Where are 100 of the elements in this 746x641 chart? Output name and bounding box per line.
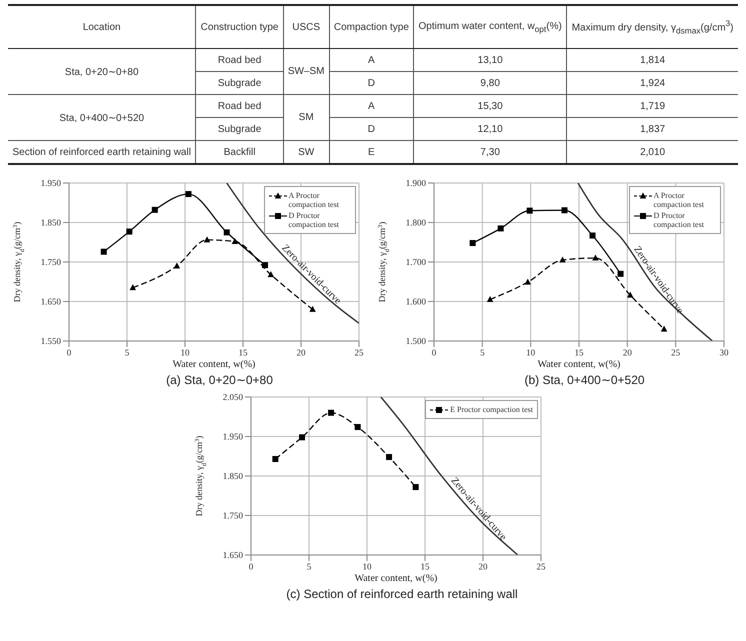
- x-tick-label: 10: [180, 347, 190, 358]
- y-tick-label: 1.550: [40, 336, 61, 346]
- y-tick-label: 1.850: [40, 218, 61, 228]
- category-label: USCS: [283, 5, 330, 48]
- point: [223, 229, 230, 236]
- y-tick-label: 1.700: [405, 257, 426, 268]
- x-tick-label: 20: [478, 561, 488, 572]
- point: [660, 326, 667, 332]
- text: 1,719: [640, 100, 666, 112]
- point: [486, 296, 493, 302]
- text: (a) Sta, 0+20∼0+80: [165, 373, 274, 387]
- x-tick-label: 25: [670, 347, 680, 358]
- category-label: Location: [8, 5, 196, 48]
- y-tick-label: 1.650: [40, 296, 61, 307]
- text: Sta, 0+20∼0+80: [64, 66, 139, 78]
- point: [526, 208, 532, 214]
- text: Road bed: [218, 54, 262, 66]
- point: [617, 270, 624, 277]
- point: [203, 236, 210, 242]
- x-tick-label: 25: [354, 347, 364, 358]
- x-tick-label: 0: [248, 561, 254, 572]
- point: [262, 262, 268, 268]
- text: A: [368, 54, 375, 66]
- legend-label: A Proctor compaction test: [654, 191, 705, 209]
- category-label: Optimum water content, w$_{opt}$(%): [414, 5, 567, 48]
- category-label: Compaction type: [329, 5, 414, 48]
- text: A: [368, 100, 375, 112]
- point: [497, 225, 504, 232]
- text: D: [368, 78, 375, 88]
- y-tick-label: 1.950: [40, 178, 61, 188]
- category-label: Maximum dry density, γ$_{dsmax}$(g/cm$^{3}$): [566, 5, 738, 48]
- point: [299, 434, 306, 440]
- point: [184, 191, 191, 198]
- text: 12,10: [478, 124, 503, 134]
- text: 15,30: [478, 100, 503, 112]
- x-tick-label: 15: [574, 347, 584, 358]
- x-axis-title: Water content, w(%): [537, 359, 620, 370]
- text: Backfill: [224, 146, 256, 158]
- point: [328, 410, 334, 416]
- point: [589, 232, 596, 239]
- y-tick-label: 2.050: [222, 392, 244, 402]
- text: Subgrade: [218, 78, 262, 88]
- y-tick-label: 1.750: [222, 510, 244, 521]
- point: [173, 262, 180, 268]
- x-axis-title: Water content, w(%): [172, 359, 255, 370]
- line-series: [226, 183, 358, 324]
- x-tick-label: 30: [719, 347, 728, 358]
- x-tick-label: 25: [536, 561, 546, 572]
- category-label: Construction type: [196, 5, 284, 48]
- y-tick-label: 1.800: [405, 218, 426, 228]
- y-tick-label: 1.850: [222, 471, 244, 482]
- point: [561, 207, 567, 214]
- point: [231, 238, 238, 244]
- text: 1,924: [640, 78, 666, 88]
- line-series: [380, 397, 518, 555]
- point: [100, 248, 106, 255]
- text: SW: [298, 146, 314, 158]
- legend-label: D Proctor compaction test: [288, 211, 340, 229]
- point: [386, 454, 392, 460]
- point: [354, 424, 361, 430]
- y-tick-label: 1.900: [405, 178, 426, 188]
- text: 1,814: [640, 54, 666, 66]
- text: Sta, 0+400∼0+520: [59, 112, 144, 124]
- x-tick-label: 10: [526, 347, 536, 358]
- text: (b) Sta, 0+400∼0+520: [523, 373, 646, 387]
- text: SM: [298, 112, 314, 123]
- x-tick-label: 5: [124, 347, 130, 358]
- point: [126, 228, 132, 235]
- x-tick-label: 15: [420, 561, 430, 572]
- y-tick-label: 1.500: [405, 336, 426, 346]
- x-tick-label: 5: [480, 347, 485, 358]
- x-tick-label: 10: [362, 561, 372, 572]
- point: [412, 484, 419, 490]
- text: 9,80: [480, 78, 500, 88]
- legend-label: E Proctor compaction test: [450, 405, 533, 414]
- point: [626, 292, 633, 298]
- text: D: [368, 124, 375, 134]
- y-tick-label: 1.950: [222, 432, 244, 442]
- y-tick-label: 1.650: [222, 550, 244, 560]
- point: [308, 306, 316, 312]
- y-tick-label: 1.600: [405, 296, 426, 307]
- point: [469, 240, 476, 246]
- text: 2,010: [640, 146, 666, 158]
- y-tick-label: 1.750: [40, 257, 61, 268]
- x-tick-label: 5: [306, 561, 312, 572]
- text: Road bed: [218, 100, 262, 112]
- legend-label: A Proctor compaction test: [288, 191, 340, 209]
- x-axis-title: Water content, w(%): [354, 573, 438, 584]
- x-tick-label: 20: [622, 347, 632, 358]
- text: (c) Section of reinforced earth retaining wall: [285, 587, 519, 601]
- text: 13,10: [478, 54, 503, 66]
- text: Section of reinforced earth retaining wall: [12, 146, 191, 158]
- text: Subgrade: [218, 124, 262, 134]
- point: [129, 284, 136, 290]
- point: [151, 206, 158, 213]
- line-series: [576, 183, 713, 341]
- x-tick-label: 0: [66, 347, 72, 358]
- text: 7,30: [480, 146, 500, 158]
- text: E: [368, 146, 375, 158]
- point: [272, 456, 278, 462]
